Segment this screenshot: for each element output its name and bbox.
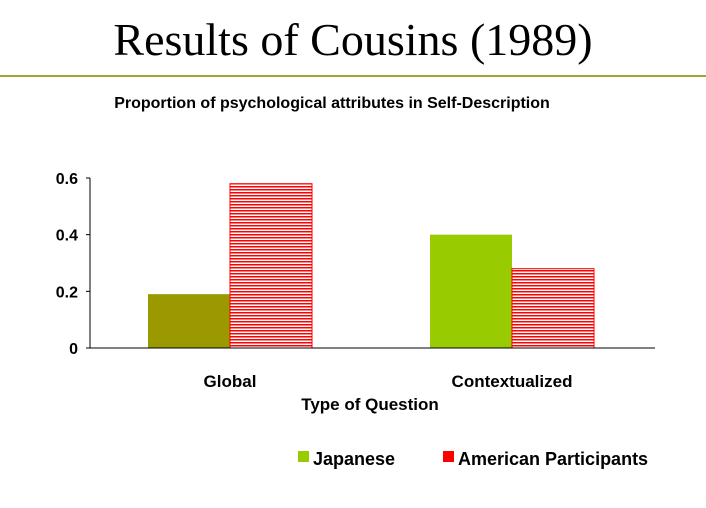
- y-tick-label: 0: [69, 341, 78, 358]
- y-tick-label: 0.6: [56, 171, 78, 188]
- legend-swatch-japanese: [298, 451, 309, 462]
- bar-american-contextualized: [511, 268, 595, 349]
- legend: Japanese American Participants: [298, 449, 648, 469]
- legend-swatch-american: [443, 451, 454, 462]
- bar-japanese-contextualized: [430, 234, 512, 348]
- chart-title: Proportion of psychological attributes i…: [114, 95, 550, 112]
- title-divider: [0, 75, 706, 77]
- y-tick-label: 0.4: [56, 228, 78, 245]
- x-category-label: Global: [204, 372, 257, 391]
- slide-title: Results of Cousins (1989): [113, 14, 593, 65]
- bar-american-global: [229, 183, 313, 349]
- bar-japanese-global: [148, 294, 230, 348]
- x-axis-title: Type of Question: [301, 395, 439, 414]
- y-tick-label: 0.2: [56, 284, 78, 301]
- legend-label-american: American Participants: [458, 449, 648, 469]
- legend-label-japanese: Japanese: [313, 449, 395, 469]
- x-category-label: Contextualized: [452, 372, 573, 391]
